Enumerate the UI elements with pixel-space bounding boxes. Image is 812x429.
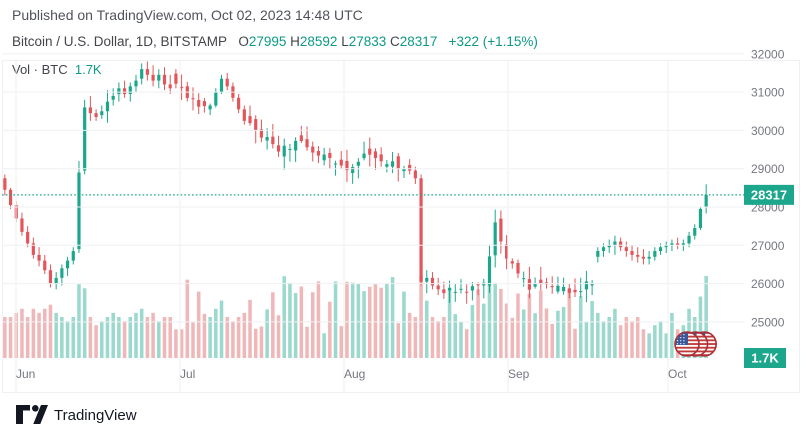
svg-text:Aug: Aug [344, 367, 365, 381]
svg-text:32000: 32000 [751, 47, 785, 61]
svg-text:1.7K: 1.7K [751, 351, 779, 366]
svg-text:Jul: Jul [180, 367, 195, 381]
svg-text:29000: 29000 [751, 162, 785, 176]
svg-text:27000: 27000 [751, 239, 785, 253]
svg-text:30000: 30000 [751, 124, 785, 138]
svg-text:26000: 26000 [751, 277, 785, 291]
svg-text:31000: 31000 [751, 86, 785, 100]
svg-text:TradingView: TradingView [54, 407, 137, 424]
svg-text:Sep: Sep [508, 367, 530, 381]
svg-text:Jun: Jun [16, 367, 35, 381]
svg-text:25000: 25000 [751, 315, 785, 329]
svg-text:Oct: Oct [668, 367, 687, 381]
svg-text:28317: 28317 [751, 187, 787, 202]
